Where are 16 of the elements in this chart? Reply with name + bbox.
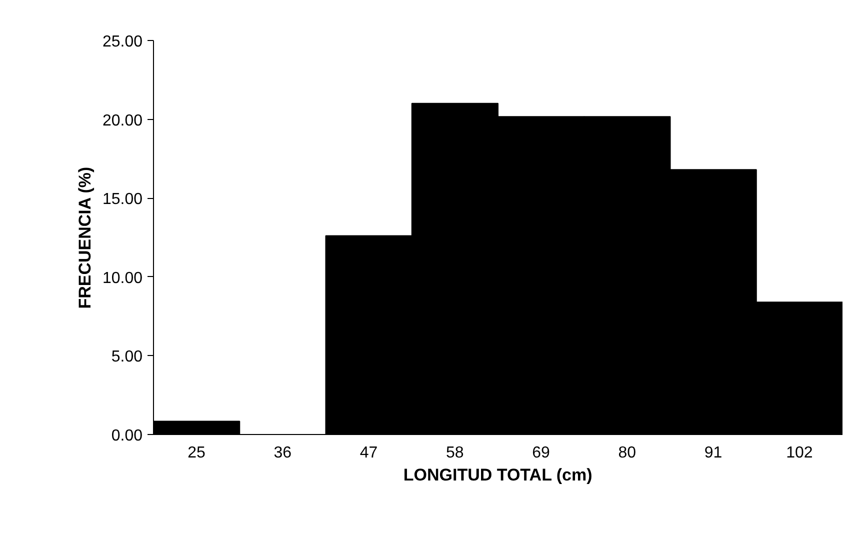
x-axis-title: LONGITUD TOTAL (cm) (403, 466, 592, 484)
x-tick-label: 91 (704, 444, 722, 462)
y-tick-label: 5.00 (111, 348, 143, 366)
x-tick-label: 36 (274, 444, 292, 462)
x-tick-label: 47 (360, 444, 378, 462)
x-tick-label: 102 (786, 444, 813, 462)
y-tick-label: 10.00 (102, 270, 143, 287)
y-tick-label: 15.00 (102, 191, 143, 208)
x-tick-label: 80 (618, 444, 636, 462)
y-tick-label: 20.00 (102, 112, 143, 130)
x-tick-label: 69 (532, 444, 550, 462)
y-axis-title: FRECUENCIA (%) (75, 166, 94, 309)
x-tick-label: 25 (188, 444, 206, 462)
x-tick-label: 58 (446, 444, 464, 462)
y-tick-label: 0.00 (111, 428, 143, 444)
y-tick-label: 25.00 (102, 34, 143, 50)
